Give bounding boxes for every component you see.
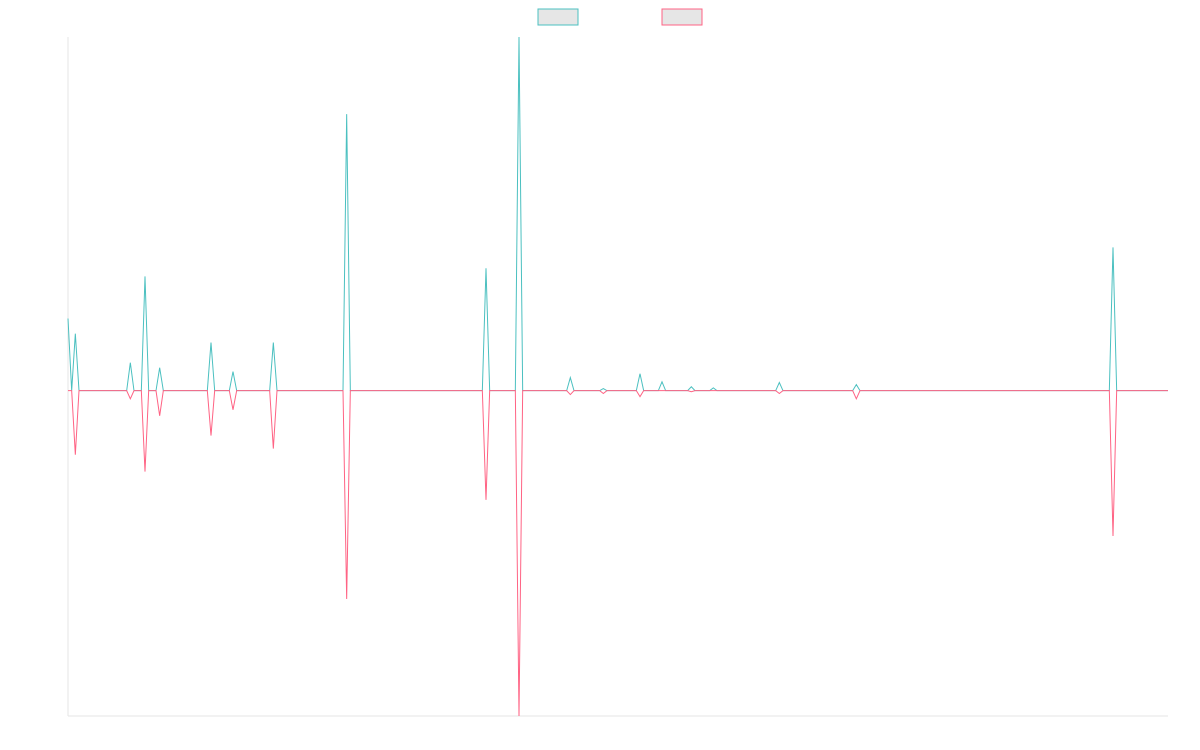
legend-swatch <box>661 8 703 26</box>
series-line <box>68 390 1168 717</box>
legend-swatch <box>537 8 579 26</box>
series-line <box>67 36 1168 392</box>
